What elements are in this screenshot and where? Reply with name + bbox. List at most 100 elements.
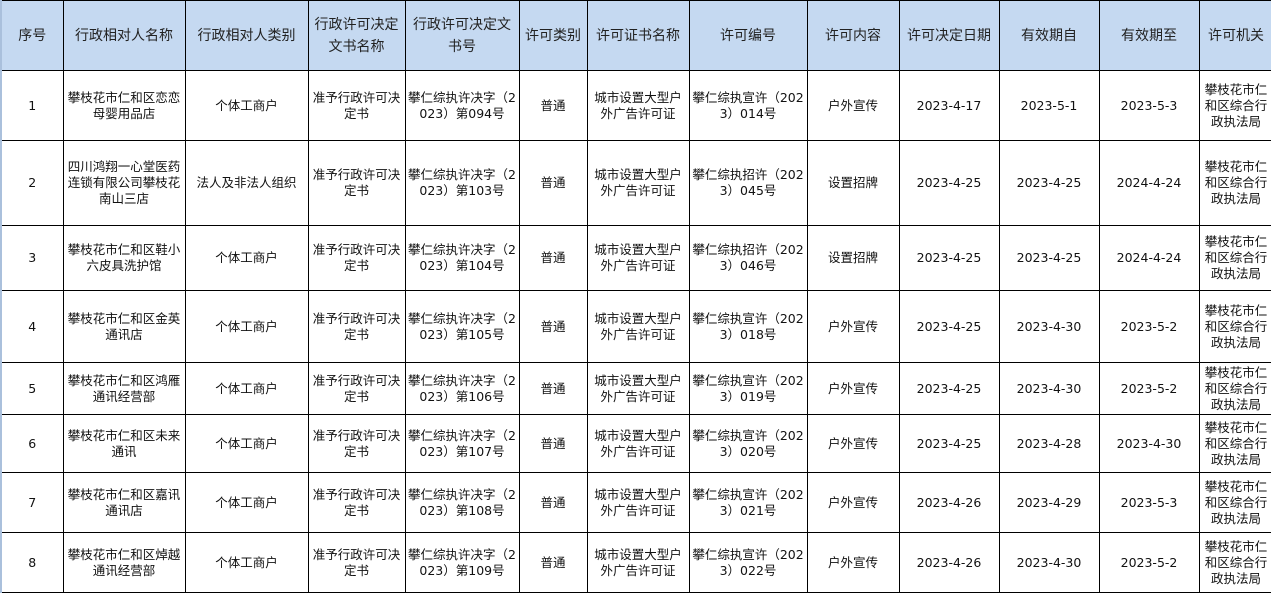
cell-certificate-name: 城市设置大型户外广告许可证 — [586, 362, 690, 415]
cell-decision-doc-name: 准予行政许可决定书 — [307, 532, 406, 593]
cell-decision-doc-name: 准予行政许可决定书 — [307, 290, 406, 363]
table-row: 2 四川鸿翔一心堂医药连锁有限公司攀枝花南山三店 法人及非法人组织 准予行政许可决定书… — [0, 140, 1271, 226]
cell-party-type: 个体工商户 — [184, 225, 309, 291]
cell-seq: 4 — [0, 290, 64, 363]
cell-permit-content: 户外宣传 — [806, 414, 900, 473]
cell-permit-content: 户外宣传 — [806, 362, 900, 415]
cell-certificate-name: 城市设置大型户外广告许可证 — [586, 472, 690, 533]
cell-permit-type: 普通 — [518, 532, 588, 593]
cell-decision-date: 2023-4-25 — [898, 414, 1000, 473]
cell-decision-date: 2023-4-25 — [898, 362, 1000, 415]
header-decision-doc-number: 行政许可决定文书号 — [404, 0, 520, 71]
cell-decision-doc-number: 攀仁综执许决字（2023）第109号 — [404, 532, 520, 593]
cell-permit-number: 攀仁综执宣许（2023）020号 — [688, 414, 808, 473]
table-row: 6 攀枝花市仁和区未来通讯 个体工商户 准予行政许可决定书 攀仁综执许决字（2023）第… — [0, 414, 1271, 473]
cell-decision-date: 2023-4-25 — [898, 290, 1000, 363]
cell-decision-date: 2023-4-25 — [898, 140, 1000, 226]
table-row: 7 攀枝花市仁和区嘉讯通讯店 个体工商户 准予行政许可决定书 攀仁综执许决字（2023）… — [0, 472, 1271, 533]
cell-permit-type: 普通 — [518, 225, 588, 291]
cell-valid-from: 2023-4-25 — [998, 140, 1100, 226]
cell-seq: 2 — [0, 140, 64, 226]
header-valid-from: 有效期自 — [998, 0, 1100, 71]
cell-permit-content: 户外宣传 — [806, 472, 900, 533]
cell-permit-type: 普通 — [518, 472, 588, 533]
cell-authority: 攀枝花市仁和区综合行政执法局 — [1198, 414, 1271, 473]
cell-permit-content: 户外宣传 — [806, 290, 900, 363]
cell-party-name: 四川鸿翔一心堂医药连锁有限公司攀枝花南山三店 — [62, 140, 186, 226]
cell-authority: 攀枝花市仁和区综合行政执法局 — [1198, 225, 1271, 291]
cell-permit-number: 攀仁综执宣许（2023）019号 — [688, 362, 808, 415]
cell-party-type: 个体工商户 — [184, 362, 309, 415]
cell-decision-doc-name: 准予行政许可决定书 — [307, 414, 406, 473]
cell-decision-doc-number: 攀仁综执许决字（2023）第108号 — [404, 472, 520, 533]
cell-party-name: 攀枝花市仁和区金英通讯店 — [62, 290, 186, 363]
header-permit-type: 许可类别 — [518, 0, 588, 71]
cell-certificate-name: 城市设置大型户外广告许可证 — [586, 70, 690, 141]
header-party-name: 行政相对人名称 — [62, 0, 186, 71]
cell-decision-date: 2023-4-26 — [898, 472, 1000, 533]
cell-certificate-name: 城市设置大型户外广告许可证 — [586, 225, 690, 291]
cell-valid-to: 2023-5-3 — [1098, 472, 1200, 533]
cell-valid-to: 2024-4-24 — [1098, 140, 1200, 226]
cell-decision-date: 2023-4-26 — [898, 532, 1000, 593]
header-authority: 许可机关 — [1198, 0, 1271, 71]
table-row: 1 攀枝花市仁和区恋恋母婴用品店 个体工商户 准予行政许可决定书 攀仁综执许决字（202… — [0, 70, 1271, 141]
cell-valid-to: 2023-5-2 — [1098, 362, 1200, 415]
cell-decision-doc-name: 准予行政许可决定书 — [307, 225, 406, 291]
cell-permit-type: 普通 — [518, 414, 588, 473]
cell-valid-to: 2023-5-2 — [1098, 290, 1200, 363]
cell-party-type: 法人及非法人组织 — [184, 140, 309, 226]
cell-permit-content: 设置招牌 — [806, 225, 900, 291]
cell-party-type: 个体工商户 — [184, 414, 309, 473]
cell-seq: 1 — [0, 70, 64, 141]
cell-party-type: 个体工商户 — [184, 472, 309, 533]
cell-permit-type: 普通 — [518, 70, 588, 141]
cell-permit-number: 攀仁综执宣许（2023）021号 — [688, 472, 808, 533]
cell-party-name: 攀枝花市仁和区焯越通讯经营部 — [62, 532, 186, 593]
cell-decision-doc-name: 准予行政许可决定书 — [307, 140, 406, 226]
cell-valid-to: 2023-5-3 — [1098, 70, 1200, 141]
cell-permit-type: 普通 — [518, 290, 588, 363]
cell-valid-to: 2024-4-24 — [1098, 225, 1200, 291]
cell-permit-content: 户外宣传 — [806, 70, 900, 141]
cell-seq: 7 — [0, 472, 64, 533]
header-certificate-name: 许可证书名称 — [586, 0, 690, 71]
cell-permit-content: 设置招牌 — [806, 140, 900, 226]
cell-party-name: 攀枝花市仁和区嘉讯通讯店 — [62, 472, 186, 533]
cell-valid-to: 2023-5-2 — [1098, 532, 1200, 593]
cell-party-name: 攀枝花市仁和区恋恋母婴用品店 — [62, 70, 186, 141]
cell-permit-number: 攀仁综执宣许（2023）022号 — [688, 532, 808, 593]
cell-certificate-name: 城市设置大型户外广告许可证 — [586, 290, 690, 363]
cell-party-name: 攀枝花市仁和区鸿雁通讯经营部 — [62, 362, 186, 415]
cell-valid-from: 2023-4-30 — [998, 362, 1100, 415]
cell-permit-number: 攀仁综执招许（2023）046号 — [688, 225, 808, 291]
cell-permit-number: 攀仁综执宣许（2023）014号 — [688, 70, 808, 141]
table-row: 3 攀枝花市仁和区鞋小六皮具洗护馆 个体工商户 准予行政许可决定书 攀仁综执许决字（20… — [0, 225, 1271, 291]
header-seq: 序号 — [0, 0, 64, 71]
cell-decision-date: 2023-4-25 — [898, 225, 1000, 291]
cell-permit-type: 普通 — [518, 140, 588, 226]
cell-decision-date: 2023-4-17 — [898, 70, 1000, 141]
cell-decision-doc-number: 攀仁综执许决字（2023）第107号 — [404, 414, 520, 473]
cell-certificate-name: 城市设置大型户外广告许可证 — [586, 532, 690, 593]
cell-seq: 8 — [0, 532, 64, 593]
cell-valid-to: 2023-4-30 — [1098, 414, 1200, 473]
cell-decision-doc-number: 攀仁综执许决字（2023）第104号 — [404, 225, 520, 291]
cell-decision-doc-name: 准予行政许可决定书 — [307, 472, 406, 533]
table-row: 4 攀枝花市仁和区金英通讯店 个体工商户 准予行政许可决定书 攀仁综执许决字（2023）… — [0, 290, 1271, 363]
cell-authority: 攀枝花市仁和区综合行政执法局 — [1198, 472, 1271, 533]
cell-certificate-name: 城市设置大型户外广告许可证 — [586, 414, 690, 473]
header-decision-date: 许可决定日期 — [898, 0, 1000, 71]
cell-valid-from: 2023-4-30 — [998, 290, 1100, 363]
cell-valid-from: 2023-4-29 — [998, 472, 1100, 533]
cell-party-type: 个体工商户 — [184, 290, 309, 363]
header-decision-doc-name: 行政许可决定文书名称 — [307, 0, 406, 71]
cell-seq: 5 — [0, 362, 64, 415]
cell-seq: 6 — [0, 414, 64, 473]
cell-authority: 攀枝花市仁和区综合行政执法局 — [1198, 140, 1271, 226]
cell-permit-type: 普通 — [518, 362, 588, 415]
cell-party-name: 攀枝花市仁和区鞋小六皮具洗护馆 — [62, 225, 186, 291]
header-party-type: 行政相对人类别 — [184, 0, 309, 71]
cell-authority: 攀枝花市仁和区综合行政执法局 — [1198, 362, 1271, 415]
cell-valid-from: 2023-5-1 — [998, 70, 1100, 141]
